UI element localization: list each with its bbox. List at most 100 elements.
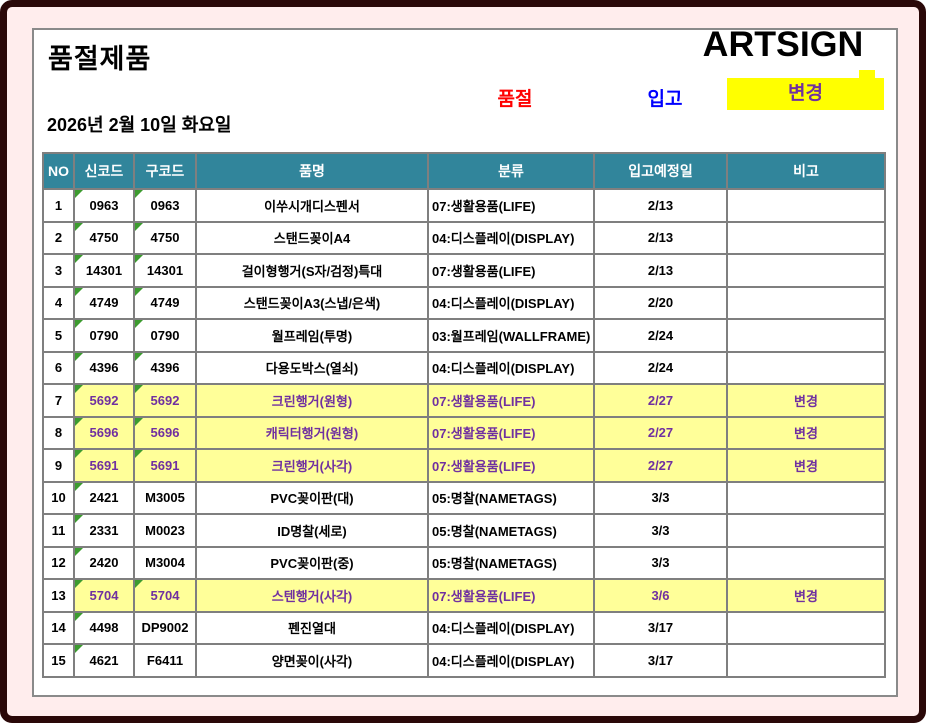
cell-category: 04:디스플레이(DISPLAY) bbox=[427, 643, 595, 678]
cell-category: 07:생활용품(LIFE) bbox=[427, 415, 595, 450]
cell-old-code: 14301 bbox=[133, 253, 197, 288]
cell-name: 다용도박스(열쇠) bbox=[195, 350, 429, 385]
cell-note bbox=[726, 513, 886, 548]
cell-error-triangle-icon bbox=[136, 255, 143, 263]
cell-new-code: 5704 bbox=[73, 578, 135, 613]
cell-new-code: 2421 bbox=[73, 480, 135, 515]
cell-error-triangle-icon bbox=[76, 353, 83, 361]
cell-new-code: 5692 bbox=[73, 383, 135, 418]
table-row: 11 2331 M0023 ID명찰(세로) 05:명찰(NAMETAGS) 3/3 bbox=[42, 513, 886, 548]
cell-note bbox=[726, 318, 886, 353]
cell-note: 변경 bbox=[726, 448, 886, 483]
cell-category: 07:생활용품(LIFE) bbox=[427, 383, 595, 418]
cell-no: 10 bbox=[42, 480, 75, 515]
legend-incoming: 입고 bbox=[647, 89, 683, 110]
cell-no: 7 bbox=[42, 383, 75, 418]
cell-no: 13 bbox=[42, 578, 75, 613]
cell-category: 04:디스플레이(DISPLAY) bbox=[427, 610, 595, 645]
column-header-3: 품명 bbox=[195, 152, 429, 190]
cell-new-code: 5691 bbox=[73, 448, 135, 483]
cell-new-code: 0790 bbox=[73, 318, 135, 353]
cell-no: 11 bbox=[42, 513, 75, 548]
cell-name: 양면꽂이(사각) bbox=[195, 643, 429, 678]
cell-note: 변경 bbox=[726, 383, 886, 418]
cell-category: 04:디스플레이(DISPLAY) bbox=[427, 220, 595, 255]
cell-error-triangle-icon bbox=[136, 223, 143, 231]
table-row: 7 5692 5692 크린행거(원형) 07:생활용품(LIFE) 2/27 변경 bbox=[42, 383, 886, 418]
cell-old-code: 5691 bbox=[133, 448, 197, 483]
cell-old-code: M3004 bbox=[133, 545, 197, 580]
table-row: 5 0790 0790 월프레임(투명) 03:월프레임(WALLFRAME) 2/24 bbox=[42, 318, 886, 353]
cell-name: 걸이형행거(S자/검정)특대 bbox=[195, 253, 429, 288]
cell-error-triangle-icon bbox=[76, 483, 83, 491]
cell-name: 이쑤시개디스펜서 bbox=[195, 188, 429, 223]
cell-eta: 2/13 bbox=[593, 253, 728, 288]
cell-eta: 3/17 bbox=[593, 610, 728, 645]
page-date: 2026년 2월 10일 화요일 bbox=[47, 115, 232, 135]
cell-name: 스탠드꽂이A3(스냅/은색) bbox=[195, 285, 429, 320]
cell-error-triangle-icon bbox=[136, 450, 143, 458]
cell-category: 07:생활용품(LIFE) bbox=[427, 253, 595, 288]
cell-note bbox=[726, 545, 886, 580]
cell-note bbox=[726, 480, 886, 515]
cell-no: 4 bbox=[42, 285, 75, 320]
table-row: 8 5696 5696 캐릭터행거(원형) 07:생활용품(LIFE) 2/27 변경 bbox=[42, 415, 886, 450]
cell-eta: 3/6 bbox=[593, 578, 728, 613]
legend-changed: 변경 bbox=[727, 78, 884, 110]
table-row: 2 4750 4750 스탠드꽂이A4 04:디스플레이(DISPLAY) 2/13 bbox=[42, 220, 886, 255]
cell-eta: 2/24 bbox=[593, 350, 728, 385]
cell-error-triangle-icon bbox=[76, 385, 83, 393]
cell-error-triangle-icon bbox=[136, 320, 143, 328]
cell-name: 월프레임(투명) bbox=[195, 318, 429, 353]
legend-soldout: 품절 bbox=[497, 89, 533, 110]
cell-error-triangle-icon bbox=[136, 353, 143, 361]
page-title: 품절제품 bbox=[48, 44, 152, 74]
cell-eta: 2/13 bbox=[593, 188, 728, 223]
cell-error-triangle-icon bbox=[76, 580, 83, 588]
cell-note bbox=[726, 188, 886, 223]
cell-name: 펜진열대 bbox=[195, 610, 429, 645]
cell-old-code: 4749 bbox=[133, 285, 197, 320]
cell-error-triangle-icon bbox=[76, 255, 83, 263]
cell-error-triangle-icon bbox=[76, 548, 83, 556]
cell-old-code: 5696 bbox=[133, 415, 197, 450]
cell-new-code: 5696 bbox=[73, 415, 135, 450]
legend-changed-notch bbox=[859, 70, 875, 80]
cell-new-code: 4396 bbox=[73, 350, 135, 385]
cell-new-code: 4750 bbox=[73, 220, 135, 255]
cell-no: 8 bbox=[42, 415, 75, 450]
cell-error-triangle-icon bbox=[136, 190, 143, 198]
table-row: 6 4396 4396 다용도박스(열쇠) 04:디스플레이(DISPLAY) 2/24 bbox=[42, 350, 886, 385]
cell-error-triangle-icon bbox=[76, 613, 83, 621]
cell-note bbox=[726, 350, 886, 385]
cell-eta: 3/17 bbox=[593, 643, 728, 678]
column-header-0: NO bbox=[42, 152, 75, 190]
cell-error-triangle-icon bbox=[76, 190, 83, 198]
cell-old-code: 4750 bbox=[133, 220, 197, 255]
table-row: 15 4621 F6411 양면꽂이(사각) 04:디스플레이(DISPLAY) 3/17 bbox=[42, 643, 886, 678]
cell-error-triangle-icon bbox=[76, 515, 83, 523]
cell-error-triangle-icon bbox=[76, 320, 83, 328]
table-header-row: NO 신코드 구코드 품명 분류 입고예정일 비고 bbox=[42, 152, 886, 190]
cell-old-code: 4396 bbox=[133, 350, 197, 385]
cell-new-code: 2331 bbox=[73, 513, 135, 548]
cell-new-code: 2420 bbox=[73, 545, 135, 580]
cell-no: 12 bbox=[42, 545, 75, 580]
cell-name: 크린행거(사각) bbox=[195, 448, 429, 483]
table-row: 14 4498 DP9002 펜진열대 04:디스플레이(DISPLAY) 3/17 bbox=[42, 610, 886, 645]
cell-error-triangle-icon bbox=[76, 288, 83, 296]
column-header-4: 분류 bbox=[427, 152, 595, 190]
table-row: 4 4749 4749 스탠드꽂이A3(스냅/은색) 04:디스플레이(DISPLAY)… bbox=[42, 285, 886, 320]
cell-eta: 3/3 bbox=[593, 513, 728, 548]
cell-eta: 3/3 bbox=[593, 545, 728, 580]
cell-error-triangle-icon bbox=[76, 450, 83, 458]
column-header-5: 입고예정일 bbox=[593, 152, 728, 190]
cell-eta: 2/20 bbox=[593, 285, 728, 320]
column-header-6: 비고 bbox=[726, 152, 886, 190]
cell-no: 6 bbox=[42, 350, 75, 385]
cell-error-triangle-icon bbox=[136, 580, 143, 588]
column-header-1: 신코드 bbox=[73, 152, 135, 190]
cell-eta: 2/27 bbox=[593, 448, 728, 483]
cell-note: 변경 bbox=[726, 578, 886, 613]
